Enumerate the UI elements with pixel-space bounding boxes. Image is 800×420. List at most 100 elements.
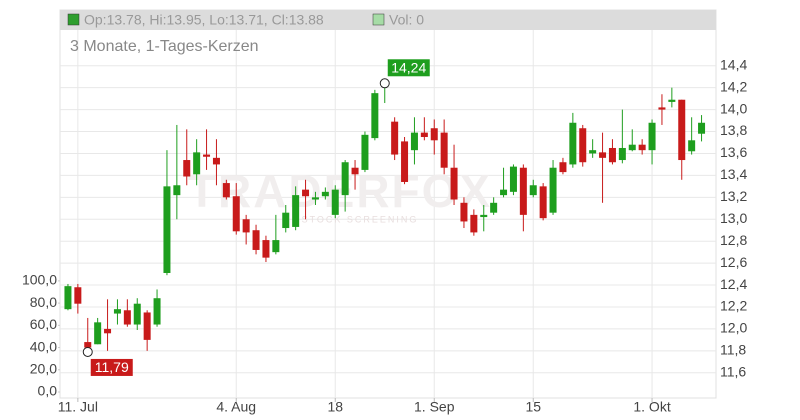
candle-body	[440, 132, 448, 168]
annotation-marker	[82, 346, 93, 357]
annotation-box	[387, 59, 430, 77]
candle-body	[74, 287, 82, 304]
candle-body	[480, 214, 488, 218]
candle-body	[331, 189, 339, 215]
y-tick-label: 14,4	[720, 56, 747, 72]
y2-tick-label: 100,0	[22, 272, 57, 288]
x-tick-label: 18	[327, 399, 343, 415]
y-tick-label: 13,2	[720, 188, 747, 204]
y2-tick-label: 40,0	[30, 338, 57, 354]
candle-body	[599, 152, 607, 158]
candle-body	[509, 166, 517, 192]
candle-body	[668, 99, 676, 102]
candle-body	[539, 186, 547, 219]
y-tick-label: 12,8	[720, 232, 747, 248]
y-tick-label: 14,2	[720, 78, 747, 94]
y-tick-label: 13,0	[720, 210, 747, 226]
x-tick-label: 11. Jul	[58, 399, 98, 415]
candle-body	[391, 121, 399, 155]
y2-tick-label: 20,0	[30, 360, 57, 376]
candle-body	[222, 183, 230, 198]
candle-body	[282, 212, 290, 229]
candle-body	[628, 144, 636, 151]
annotation-label: 14,24	[391, 59, 426, 75]
legend-volume: Vol: 0	[389, 12, 424, 28]
y2-tick-label: 80,0	[30, 294, 57, 310]
candle-body	[638, 144, 646, 151]
candle-body	[470, 214, 478, 233]
x-tick-label: 4. Aug	[216, 399, 256, 415]
y-tick-label: 13,6	[720, 144, 747, 160]
candle-body	[153, 298, 161, 325]
candle-body	[143, 312, 151, 340]
candle-body	[549, 167, 557, 213]
candle-body	[311, 197, 319, 200]
candle-body	[658, 107, 666, 110]
legend-swatch	[372, 13, 385, 26]
candle-body	[183, 160, 191, 177]
candle-body	[104, 328, 112, 334]
candle-body	[519, 167, 527, 215]
candle-body	[648, 122, 656, 151]
x-tick-label: 1. Okt	[633, 399, 670, 415]
legend-bar	[60, 10, 716, 30]
y-tick-label: 12,0	[720, 320, 747, 336]
candle-body	[203, 154, 211, 157]
candle-body	[401, 141, 409, 182]
candle-body	[579, 128, 587, 163]
candle-body	[272, 240, 280, 253]
candle-body	[529, 185, 537, 196]
x-tick-label: 15	[525, 399, 541, 415]
annotation-label: 11,79	[95, 359, 129, 375]
y2-tick-label: 60,0	[30, 316, 57, 332]
candle-body	[410, 132, 418, 151]
legend-ohlc: Op:13.78, Hi:13.95, Lo:13.71, Cl:13.88	[84, 12, 324, 28]
candle-body	[232, 196, 240, 232]
candle-body	[678, 99, 686, 161]
y-tick-label: 12,2	[720, 298, 747, 314]
y-tick-label: 11,8	[720, 342, 746, 358]
candle-body	[351, 167, 359, 175]
y2-tick-label: 0,0	[38, 383, 58, 399]
candle-body	[688, 140, 696, 152]
candle-body	[242, 219, 250, 233]
watermark-sub: STOCK SCREENING	[302, 214, 419, 224]
candle-body	[698, 122, 706, 134]
candle-body	[84, 342, 92, 348]
candle-body	[163, 186, 171, 273]
candle-body	[173, 185, 181, 196]
y-tick-label: 12,6	[720, 254, 747, 270]
candle-body	[252, 230, 260, 250]
candle-body	[460, 202, 468, 222]
candle-body	[559, 162, 567, 173]
candle-body	[341, 162, 349, 196]
y-tick-label: 12,4	[720, 276, 747, 292]
candle-body	[64, 286, 72, 310]
candle-body	[212, 157, 220, 165]
candle-body	[133, 303, 141, 325]
y-tick-label: 13,4	[720, 166, 747, 182]
candle-body	[123, 310, 131, 325]
candle-body	[589, 150, 597, 154]
candle-body	[420, 132, 428, 138]
candle-body	[361, 134, 369, 170]
y-tick-label: 14,0	[720, 100, 747, 116]
candle-body	[94, 322, 102, 345]
x-tick-label: 1. Sep	[414, 399, 455, 415]
candle-body	[430, 128, 438, 141]
annotation-marker	[379, 78, 390, 89]
candle-body	[371, 93, 379, 139]
annotation-box	[90, 358, 133, 376]
candle-body	[608, 147, 616, 163]
candle-body	[302, 189, 310, 197]
candle-body	[321, 191, 329, 197]
candle-body	[292, 195, 300, 227]
candle-body	[113, 309, 121, 314]
candle-body	[490, 202, 498, 213]
legend-swatch	[67, 13, 80, 26]
candle-body	[193, 152, 201, 175]
candle-body	[262, 240, 270, 258]
candle-body	[618, 147, 626, 161]
candle-body	[500, 189, 508, 196]
